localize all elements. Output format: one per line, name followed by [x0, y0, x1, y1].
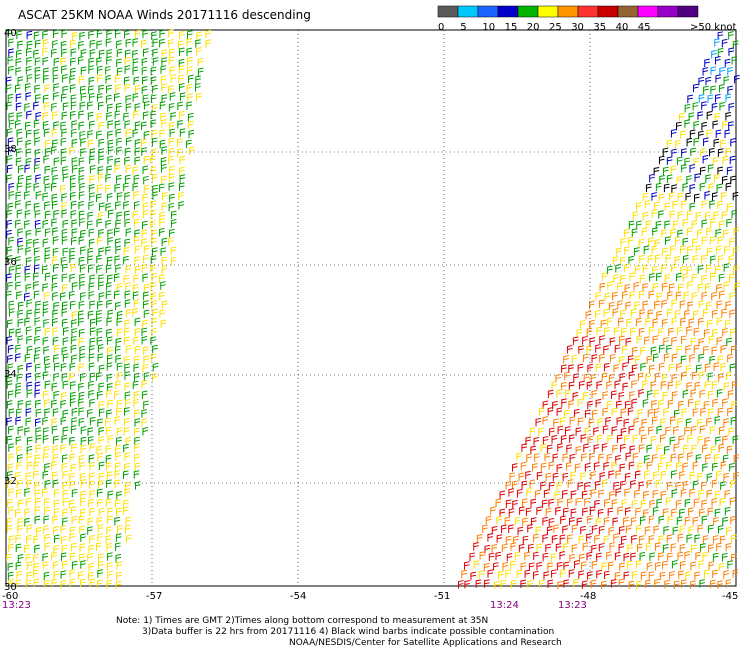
- legend-tick-label: 0: [438, 22, 444, 33]
- lon-label-54: -54: [290, 591, 306, 602]
- lon-label-51: -51: [434, 591, 450, 602]
- lon-label-60: -60: [2, 591, 18, 602]
- note-line-1: Note: 1) Times are GMT 2)Times along bot…: [116, 616, 489, 626]
- legend-tick-label: 40: [616, 22, 629, 33]
- lat-label-40: 40: [4, 28, 17, 39]
- legend-swatch: [677, 5, 699, 18]
- legend-tick-label: 5: [460, 22, 466, 33]
- legend-ticks: 0 5 10 15 20 25 30 35 40 45: [438, 22, 651, 33]
- pass-time-right-1: 13:24: [490, 600, 519, 611]
- legend-tick-label: 45: [638, 22, 651, 33]
- legend-tick-label: 35: [593, 22, 606, 33]
- plot-frame: [5, 29, 737, 587]
- lat-label-38: 38: [4, 144, 17, 155]
- lon-tick-labels: -60 -57 -54 -51 -48 -45: [2, 591, 738, 602]
- left-swath: [6, 29, 212, 590]
- legend-tick-label: 30: [571, 22, 584, 33]
- lat-label-30: 30: [4, 582, 17, 593]
- lat-tick-labels: 40 38 36 34 32 30: [4, 28, 17, 593]
- grid-lines: [6, 30, 736, 586]
- note-line-2: 3)Data buffer is 22 hrs from 20171116 4)…: [142, 627, 555, 637]
- lat-label-34: 34: [4, 369, 17, 380]
- note-line-3: NOAA/NESDIS/Center for Satellite Applica…: [289, 638, 562, 648]
- legend-unit-label: >50 knots: [690, 22, 736, 33]
- lon-label-45: -45: [722, 591, 738, 602]
- lat-label-32: 32: [4, 476, 17, 487]
- wind-speed-legend: 0 5 10 15 20 25 30 35 40 45 >50 knots: [437, 5, 736, 33]
- legend-tick-label: 20: [527, 22, 540, 33]
- legend-tick-label: 25: [549, 22, 562, 33]
- map-title: ASCAT 25KM NOAA Winds 20171116 descendin…: [18, 8, 311, 22]
- legend-tick-label: 15: [505, 22, 518, 33]
- pass-time-labels: 13:23 13:24 13:23: [2, 600, 587, 611]
- pass-time-right-2: 13:23: [558, 600, 587, 611]
- lat-label-36: 36: [4, 257, 17, 268]
- legend-tick-label: 10: [482, 22, 495, 33]
- right-swath: [458, 31, 740, 590]
- lon-label-48: -48: [580, 591, 596, 602]
- pass-time-left: 13:23: [2, 600, 31, 611]
- legend-swatches: [437, 5, 699, 18]
- lon-label-57: -57: [146, 591, 162, 602]
